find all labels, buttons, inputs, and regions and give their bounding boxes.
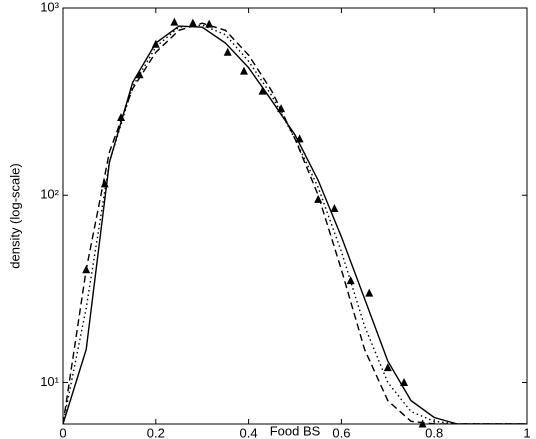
plot-frame [62,7,528,425]
triangle-marker [418,419,427,428]
x-axis-label: Food BS [270,423,321,438]
triangle-marker [188,18,197,27]
triangle-marker [223,47,232,56]
triangle-marker [170,17,179,26]
y-tick-label: 10² [40,187,59,202]
triangle-marker [239,66,248,75]
y-tick-label: 10³ [40,0,59,14]
y-tick-label: 10¹ [40,374,59,389]
triangle-marker [82,265,91,274]
triangle-marker [365,288,374,297]
triangle-marker [135,70,144,79]
y-axis-label: density (log-scale) [7,163,22,269]
x-tick-label: 0.2 [147,425,165,439]
x-tick-label: 0.4 [240,425,258,439]
triangle-marker [400,377,409,386]
triangle-marker [151,39,160,48]
line-series [63,25,527,424]
x-tick-label: 0.8 [425,425,443,439]
triangle-marker [205,19,214,28]
triangle-marker [117,113,125,122]
triangle-marker [314,194,323,203]
triangle-marker [258,86,267,95]
x-tick-label: 1 [523,425,530,439]
triangle-marker [100,179,109,188]
triangle-marker [383,363,392,372]
x-tick-label: 0.6 [332,425,350,439]
triangle-marker [346,276,355,285]
triangle-marker [295,134,304,143]
triangle-marker [277,104,286,113]
x-tick-label: 0 [59,425,66,439]
triangle-marker [330,203,339,212]
